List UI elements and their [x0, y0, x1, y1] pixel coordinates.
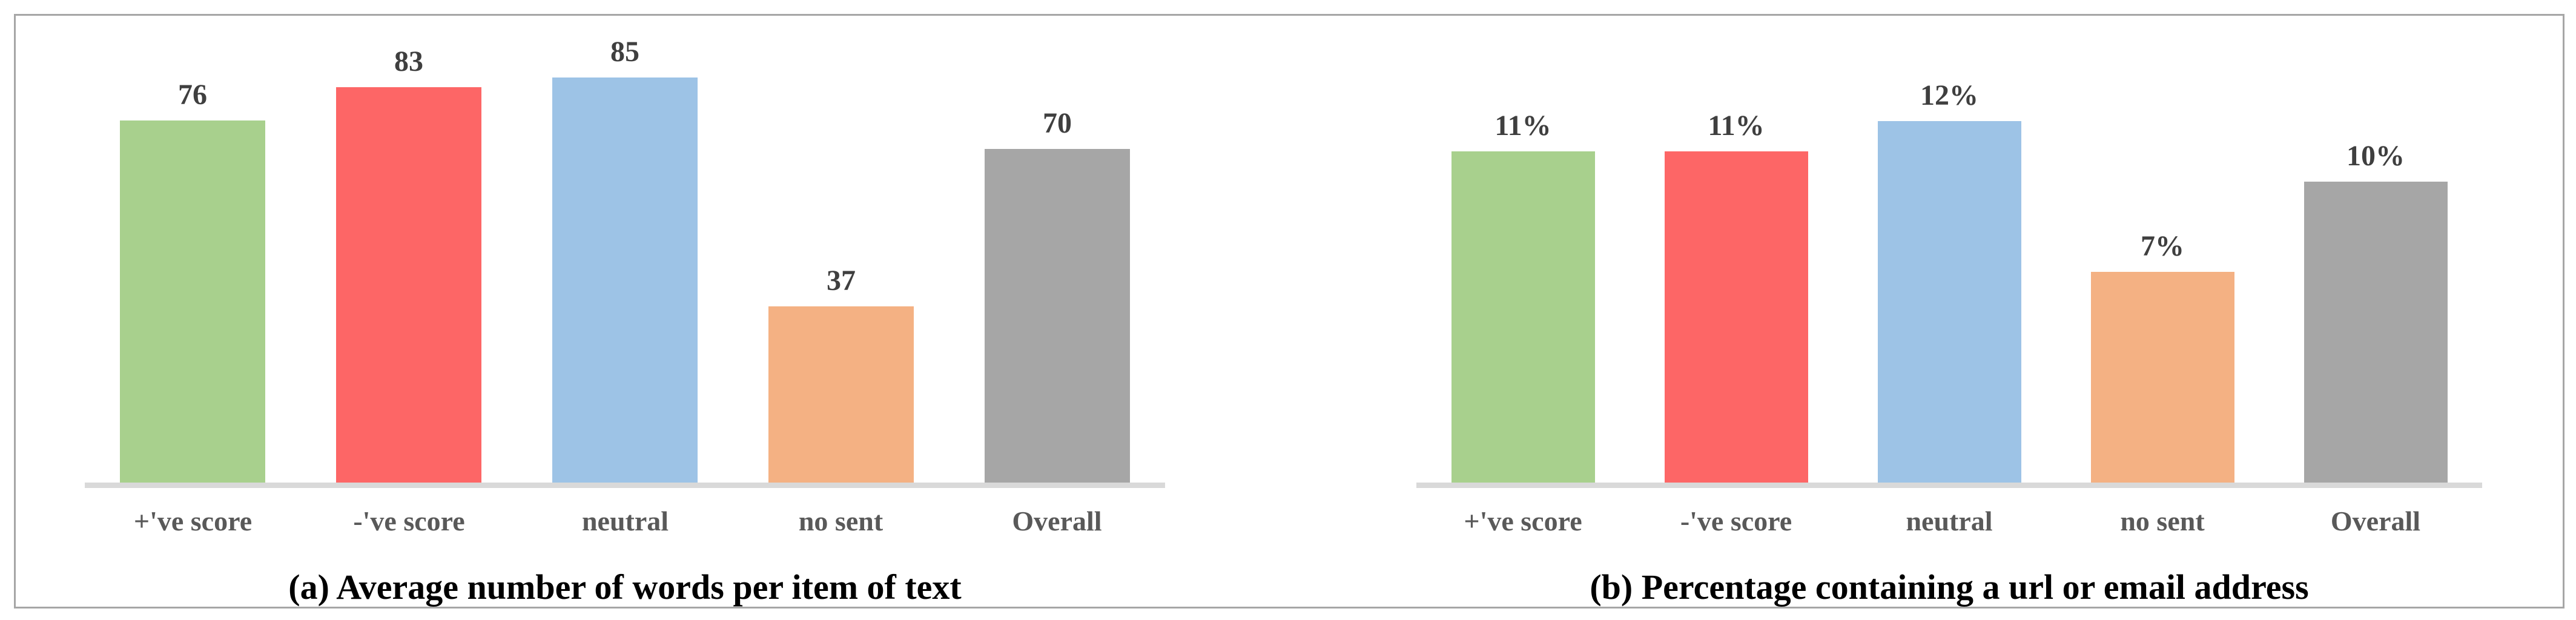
bar-value-label: 83 — [394, 45, 423, 78]
x-axis-label: neutral — [581, 506, 669, 536]
bar-value-label: 76 — [178, 79, 207, 111]
chart-average-words-x-axis-line — [85, 483, 1165, 488]
bar-value-label: 85 — [610, 36, 639, 68]
chart-url-email-percentage-x-axis-line — [1416, 483, 2482, 488]
bar-no-sent — [2091, 272, 2234, 483]
bar-ve-score — [120, 120, 265, 483]
x-axis-label: +'ve score — [133, 506, 253, 536]
bar-ve-score — [1665, 151, 1808, 483]
bar-value-label: 37 — [827, 265, 856, 297]
bar-ve-score — [336, 87, 481, 483]
chart-average-words: (a) Average number of words per item of … — [85, 16, 1165, 607]
x-axis-label: Overall — [1012, 506, 1102, 536]
x-axis-label: neutral — [1906, 506, 1993, 536]
bar-neutral — [552, 78, 698, 483]
x-axis-label: +'ve score — [1464, 506, 1582, 536]
bar-neutral — [1878, 121, 2021, 483]
x-axis-label: no sent — [798, 506, 883, 536]
bar-value-label: 7% — [2141, 230, 2184, 262]
bar-value-label: 10% — [2346, 140, 2405, 172]
x-axis-label: no sent — [2120, 506, 2205, 536]
bar-ve-score — [1451, 151, 1595, 483]
x-axis-label: -'ve score — [353, 506, 465, 536]
bar-no-sent — [768, 306, 914, 483]
bar-overall — [985, 149, 1130, 483]
chart-average-words-caption: (a) Average number of words per item of … — [288, 567, 962, 607]
bar-value-label: 12% — [1920, 79, 1978, 111]
chart-url-email-percentage-caption: (b) Percentage containing a url or email… — [1590, 567, 2309, 607]
bar-value-label: 70 — [1043, 107, 1072, 139]
figure-border-box: (a) Average number of words per item of … — [14, 14, 2564, 608]
bar-value-label: 11% — [1708, 110, 1765, 142]
bar-overall — [2304, 182, 2448, 483]
x-axis-label: Overall — [2330, 506, 2421, 536]
chart-url-email-percentage: (b) Percentage containing a url or email… — [1416, 16, 2482, 607]
x-axis-label: -'ve score — [1680, 506, 1792, 536]
bar-value-label: 11% — [1494, 110, 1551, 142]
